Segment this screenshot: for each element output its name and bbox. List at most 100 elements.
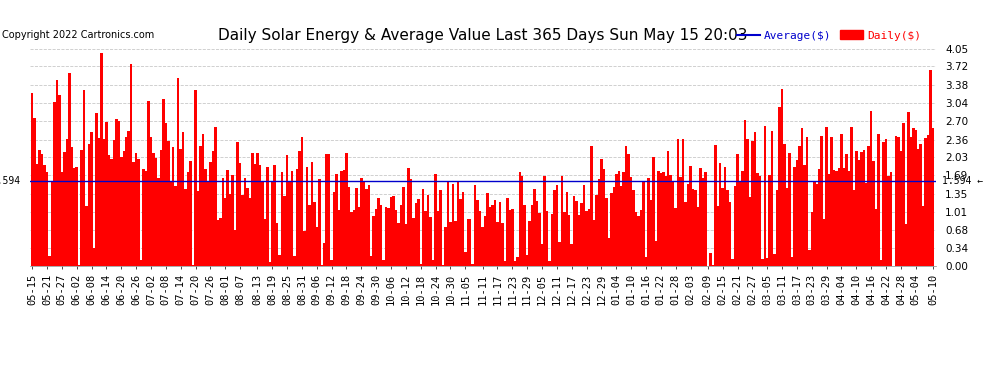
Bar (194, 90, 197, 266)
Bar (118, 121, 120, 266)
Bar (49, 256, 50, 266)
Bar (390, 198, 392, 266)
Bar (172, 147, 174, 266)
Bar (36, 164, 39, 266)
Bar (585, 211, 588, 266)
Bar (514, 261, 516, 266)
Bar (41, 154, 44, 266)
Bar (568, 215, 570, 266)
Text: Copyright 2022 Cartronics.com: Copyright 2022 Cartronics.com (2, 30, 154, 40)
Bar (135, 153, 138, 266)
Bar (108, 155, 110, 266)
Bar (83, 90, 85, 266)
Bar (39, 150, 41, 266)
Bar (435, 174, 437, 266)
Bar (461, 192, 464, 266)
Bar (341, 171, 343, 266)
Bar (237, 142, 239, 266)
Bar (734, 186, 737, 266)
Bar (722, 188, 724, 266)
Bar (709, 252, 712, 266)
Bar (521, 176, 524, 266)
Bar (781, 89, 783, 266)
Bar (143, 169, 145, 266)
Bar (880, 260, 882, 266)
Bar (865, 183, 867, 266)
Bar (808, 250, 811, 266)
Bar (283, 196, 286, 266)
Bar (618, 171, 620, 266)
Bar (454, 221, 456, 266)
Bar (882, 142, 885, 266)
Bar (44, 165, 46, 266)
Bar (120, 157, 123, 266)
Bar (125, 138, 128, 266)
Bar (821, 136, 823, 266)
Bar (387, 208, 390, 266)
Bar (751, 141, 753, 266)
Bar (162, 99, 164, 266)
Bar (164, 123, 167, 266)
Bar (526, 255, 529, 266)
Bar (588, 210, 590, 266)
Bar (437, 211, 440, 266)
Bar (192, 264, 194, 266)
Bar (692, 189, 694, 266)
Bar (471, 264, 474, 266)
Bar (684, 202, 687, 266)
Bar (664, 176, 667, 266)
Bar (813, 182, 816, 266)
Bar (247, 189, 248, 266)
Bar (714, 145, 717, 266)
Bar (623, 172, 625, 266)
Bar (776, 190, 778, 266)
Bar (672, 182, 674, 266)
Bar (154, 158, 157, 266)
Bar (534, 189, 536, 266)
Bar (633, 190, 635, 266)
Bar (729, 201, 732, 266)
Bar (578, 215, 580, 266)
Bar (189, 161, 192, 266)
Bar (432, 260, 435, 266)
Bar (100, 53, 103, 266)
Bar (575, 201, 578, 266)
Bar (484, 216, 486, 266)
Bar (699, 168, 702, 266)
Bar (847, 171, 850, 266)
Bar (110, 159, 113, 266)
Bar (347, 187, 350, 266)
Bar (207, 182, 209, 266)
Bar (506, 198, 509, 266)
Bar (509, 210, 511, 266)
Bar (308, 205, 311, 266)
Bar (524, 205, 526, 266)
Bar (222, 178, 224, 266)
Bar (130, 64, 133, 266)
Bar (352, 210, 355, 266)
Bar (481, 227, 484, 266)
Bar (276, 224, 278, 266)
Bar (382, 260, 385, 266)
Bar (719, 163, 722, 266)
Bar (365, 189, 367, 266)
Bar (187, 172, 189, 266)
Bar (474, 186, 476, 266)
Bar (202, 134, 204, 266)
Bar (261, 181, 263, 266)
Bar (550, 214, 553, 266)
Bar (486, 193, 489, 266)
Bar (491, 204, 494, 266)
Bar (630, 177, 633, 266)
Bar (519, 172, 521, 266)
Bar (367, 185, 370, 266)
Bar (823, 219, 826, 266)
Bar (743, 120, 746, 266)
Bar (501, 223, 504, 266)
Bar (362, 182, 365, 266)
Bar (806, 137, 808, 266)
Bar (753, 132, 756, 266)
Bar (826, 128, 828, 266)
Bar (900, 151, 902, 266)
Bar (288, 180, 291, 266)
